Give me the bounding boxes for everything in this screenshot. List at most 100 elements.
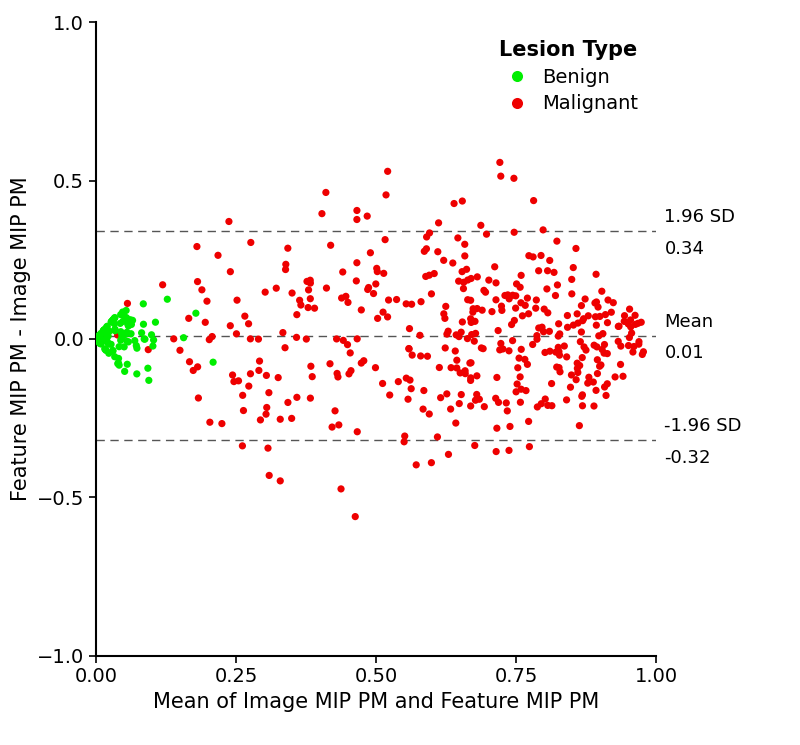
Malignant	[590, 268, 602, 280]
Malignant	[530, 333, 543, 345]
Malignant	[468, 335, 481, 347]
Malignant	[191, 361, 204, 372]
Malignant	[513, 352, 526, 364]
Malignant	[508, 226, 521, 238]
Malignant	[453, 398, 466, 410]
Benign	[125, 328, 138, 340]
Malignant	[571, 357, 584, 369]
Malignant	[465, 317, 478, 329]
Malignant	[486, 305, 498, 317]
Malignant	[567, 319, 580, 331]
Malignant	[574, 336, 586, 348]
Malignant	[339, 291, 352, 302]
Benign	[126, 314, 139, 326]
Malignant	[459, 368, 472, 380]
Malignant	[454, 326, 467, 338]
Malignant	[452, 275, 465, 287]
Malignant	[260, 370, 273, 381]
Malignant	[579, 344, 592, 356]
Malignant	[405, 383, 418, 395]
Malignant	[203, 334, 216, 346]
Malignant	[565, 369, 578, 381]
Malignant	[450, 417, 462, 429]
Malignant	[304, 274, 317, 286]
Malignant	[553, 361, 566, 373]
Malignant	[361, 210, 374, 222]
Malignant	[438, 254, 450, 266]
Malignant	[570, 308, 583, 320]
Malignant	[598, 347, 610, 359]
Malignant	[575, 390, 588, 402]
Malignant	[337, 335, 350, 346]
Benign	[101, 335, 114, 346]
Malignant	[236, 390, 249, 402]
Malignant	[607, 297, 620, 308]
Malignant	[190, 241, 203, 253]
Malignant	[199, 317, 212, 329]
Malignant	[418, 384, 430, 396]
Malignant	[398, 436, 410, 448]
Malignant	[441, 328, 454, 340]
Malignant	[566, 288, 578, 299]
Malignant	[576, 314, 589, 326]
Text: -0.32: -0.32	[664, 448, 711, 466]
Malignant	[522, 250, 535, 261]
Malignant	[502, 345, 515, 357]
Malignant	[490, 393, 502, 405]
Malignant	[445, 362, 458, 374]
Malignant	[629, 318, 642, 330]
Malignant	[561, 310, 574, 322]
Malignant	[590, 341, 603, 353]
Malignant	[258, 286, 271, 298]
Benign	[112, 357, 125, 369]
Malignant	[224, 266, 237, 278]
Benign	[117, 315, 130, 327]
Benign	[122, 336, 134, 348]
Malignant	[187, 364, 200, 376]
Malignant	[590, 296, 603, 308]
Malignant	[334, 483, 347, 495]
Malignant	[519, 299, 532, 311]
Benign	[190, 307, 202, 319]
Malignant	[474, 219, 487, 231]
Malignant	[492, 325, 505, 337]
Malignant	[336, 266, 349, 278]
Benign	[106, 314, 119, 326]
Malignant	[464, 375, 477, 387]
Malignant	[364, 247, 377, 259]
Malignant	[414, 329, 426, 341]
Malignant	[244, 368, 257, 380]
Malignant	[456, 195, 469, 207]
Malignant	[195, 284, 208, 296]
Malignant	[381, 311, 394, 323]
Malignant	[582, 310, 594, 322]
Malignant	[490, 446, 502, 457]
Benign	[93, 329, 106, 341]
Malignant	[534, 250, 547, 261]
Malignant	[597, 328, 610, 340]
Malignant	[227, 375, 240, 387]
Malignant	[539, 393, 552, 405]
Malignant	[526, 251, 539, 263]
Malignant	[530, 330, 543, 342]
Malignant	[541, 264, 554, 276]
Malignant	[308, 302, 321, 314]
Malignant	[527, 194, 540, 206]
Malignant	[578, 341, 590, 353]
Malignant	[587, 376, 600, 388]
Malignant	[636, 349, 649, 361]
Malignant	[402, 393, 414, 405]
Malignant	[254, 414, 267, 426]
Malignant	[498, 290, 511, 302]
Malignant	[490, 277, 502, 289]
Malignant	[549, 290, 562, 302]
Benign	[118, 329, 131, 340]
Malignant	[473, 393, 486, 405]
Benign	[109, 325, 122, 337]
Malignant	[215, 418, 228, 430]
Malignant	[462, 294, 474, 305]
Malignant	[500, 397, 513, 409]
Malignant	[222, 215, 235, 227]
Malignant	[420, 243, 433, 255]
Malignant	[362, 284, 374, 296]
